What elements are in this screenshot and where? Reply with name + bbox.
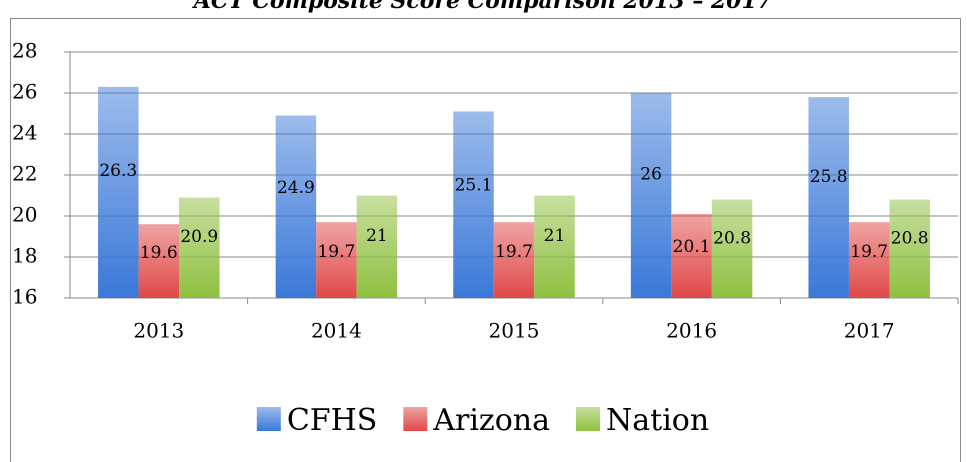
y-tick-label: 22 [12,162,37,186]
x-tick-label: 2014 [311,319,362,343]
legend-label: Arizona [432,403,550,438]
y-tick-label: 26 [12,80,37,104]
y-tick-label: 18 [12,244,37,268]
bar [534,195,575,298]
legend-swatch [256,407,281,431]
bar [453,111,494,298]
bar [138,224,180,298]
legend-label: Nation [606,403,709,438]
bar [316,222,357,298]
data-label: 26 [640,165,662,185]
y-tick-label: 28 [12,39,37,63]
legend-swatch [403,407,428,431]
bar [711,199,753,298]
bar [356,195,398,298]
x-tick-label: 2016 [666,319,717,343]
bar [493,222,535,298]
data-label: 20.8 [713,228,751,248]
x-tick-label: 2015 [489,319,540,343]
legend-label: CFHS [287,403,377,438]
y-tick-label: 16 [12,285,37,309]
data-label: 26.3 [99,161,137,181]
data-label: 25.1 [455,176,493,196]
bar [848,222,890,298]
bar [275,115,317,298]
data-label: 19.6 [140,243,178,263]
data-label: 21 [544,226,566,246]
x-tick-label: 2017 [844,319,895,343]
data-label: 19.7 [850,242,888,262]
bar [98,86,139,298]
bar [671,213,712,298]
data-label: 21 [366,226,388,246]
data-label: 20.9 [180,227,218,247]
bar [808,97,849,298]
data-label: 20.1 [673,237,711,257]
data-label: 19.7 [317,242,355,262]
data-label: 25.8 [810,167,848,187]
y-tick-label: 24 [12,121,37,145]
data-label: 19.7 [495,242,533,262]
bar [630,93,672,298]
bar [889,199,930,298]
chart-title: ACT Composite Score Comparison 2013 – 20… [192,0,773,14]
bar [179,197,220,298]
legend-swatch [576,407,600,431]
y-tick-label: 20 [12,203,37,227]
x-tick-label: 2013 [133,319,184,343]
data-label: 24.9 [277,178,315,198]
data-label: 20.8 [891,228,929,248]
